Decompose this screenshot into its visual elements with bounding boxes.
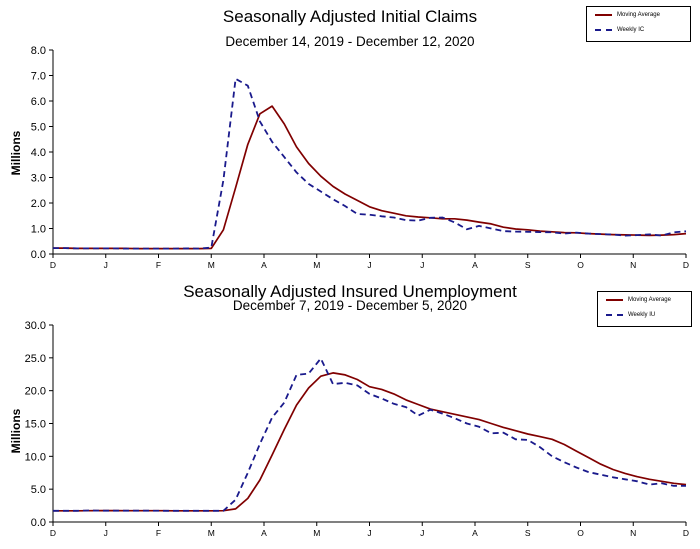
y-tick-label: 5.0 [31, 484, 46, 496]
x-tick-label: J [104, 528, 108, 538]
y-tick-label: 0.0 [31, 249, 46, 261]
x-tick-label: D [683, 260, 689, 270]
weekly-series-line [53, 77, 687, 250]
legend: Moving Average Weekly IC [586, 6, 691, 42]
x-tick-label: A [472, 260, 478, 270]
y-tick-label: 10.0 [25, 451, 46, 463]
y-tick-label: 7.0 [31, 71, 46, 83]
chart-subtitle: December 14, 2019 - December 12, 2020 [225, 34, 475, 49]
legend: Moving Average Weekly IU [597, 291, 692, 327]
legend-label: Moving Average [628, 297, 671, 303]
x-tick-label: J [367, 528, 371, 538]
x-tick-label: J [420, 260, 424, 270]
legend-item: Moving Average [595, 10, 660, 20]
y-tick-label: 2.0 [31, 198, 46, 210]
y-tick-label: 15.0 [25, 419, 46, 431]
legend-swatch-dashed [606, 314, 623, 316]
legend-label: Weekly IU [628, 312, 656, 318]
chart-title: Seasonally Adjusted Initial Claims [222, 7, 478, 26]
y-tick-label: 5.0 [31, 122, 46, 134]
chart-title: Seasonally Adjusted Insured Unemployment [183, 282, 517, 301]
plot-area: 0.0 1.0 2.0 3.0 4.0 5.0 6.0 7.0 8.0 D J F M A M J J A S O N D [31, 45, 689, 270]
x-tick-label: N [630, 528, 636, 538]
weekly-series-line [53, 357, 686, 512]
legend-item: Weekly IU [606, 310, 655, 320]
x-tick-label: O [577, 260, 584, 270]
x-tick-label: F [156, 528, 161, 538]
insured-unemployment-chart: Seasonally Adjusted Insured Unemployment… [0, 272, 700, 549]
x-tick-label: O [577, 528, 584, 538]
chart-subtitle: December 7, 2019 - December 5, 2020 [232, 298, 468, 313]
y-tick-label: 3.0 [31, 173, 46, 185]
y-tick-label: 8.0 [31, 45, 46, 57]
y-tick-label: 20.0 [25, 386, 46, 398]
x-tick-label: J [104, 260, 108, 270]
x-tick-label: S [525, 528, 531, 538]
y-tick-label: 4.0 [31, 147, 46, 159]
x-tick-label: N [630, 260, 636, 270]
y-tick-label: 1.0 [31, 224, 46, 236]
legend-item: Weekly IC [595, 25, 644, 35]
x-tick-label: M [313, 260, 320, 270]
legend-item: Moving Average [606, 295, 671, 305]
y-tick-label: 0.0 [31, 517, 46, 529]
x-tick-label: D [683, 528, 689, 538]
x-tick-label: M [313, 528, 320, 538]
legend-swatch-solid [606, 299, 623, 301]
legend-label: Weekly IC [617, 27, 645, 33]
x-tick-label: S [525, 260, 531, 270]
x-tick-label: D [50, 260, 56, 270]
x-tick-label: F [156, 260, 161, 270]
y-tick-label: 25.0 [25, 353, 46, 365]
legend-swatch-solid [595, 14, 612, 16]
x-tick-label: A [261, 260, 267, 270]
initial-claims-chart: Seasonally Adjusted Initial Claims Decem… [0, 0, 700, 272]
x-tick-label: M [208, 260, 215, 270]
y-tick-label: 30.0 [25, 320, 46, 332]
x-tick-label: D [50, 528, 56, 538]
x-tick-label: A [261, 528, 267, 538]
moving-average-series-line [53, 105, 687, 250]
x-tick-label: J [420, 528, 424, 538]
x-tick-label: A [472, 528, 478, 538]
x-tick-label: J [367, 260, 371, 270]
x-tick-label: M [208, 528, 215, 538]
plot-area: 0.0 5.0 10.0 15.0 20.0 25.0 30.0 D J F M A M J J A S O N D [25, 320, 689, 538]
legend-swatch-dashed [595, 29, 612, 31]
legend-label: Moving Average [617, 12, 660, 18]
y-tick-label: 6.0 [31, 96, 46, 108]
